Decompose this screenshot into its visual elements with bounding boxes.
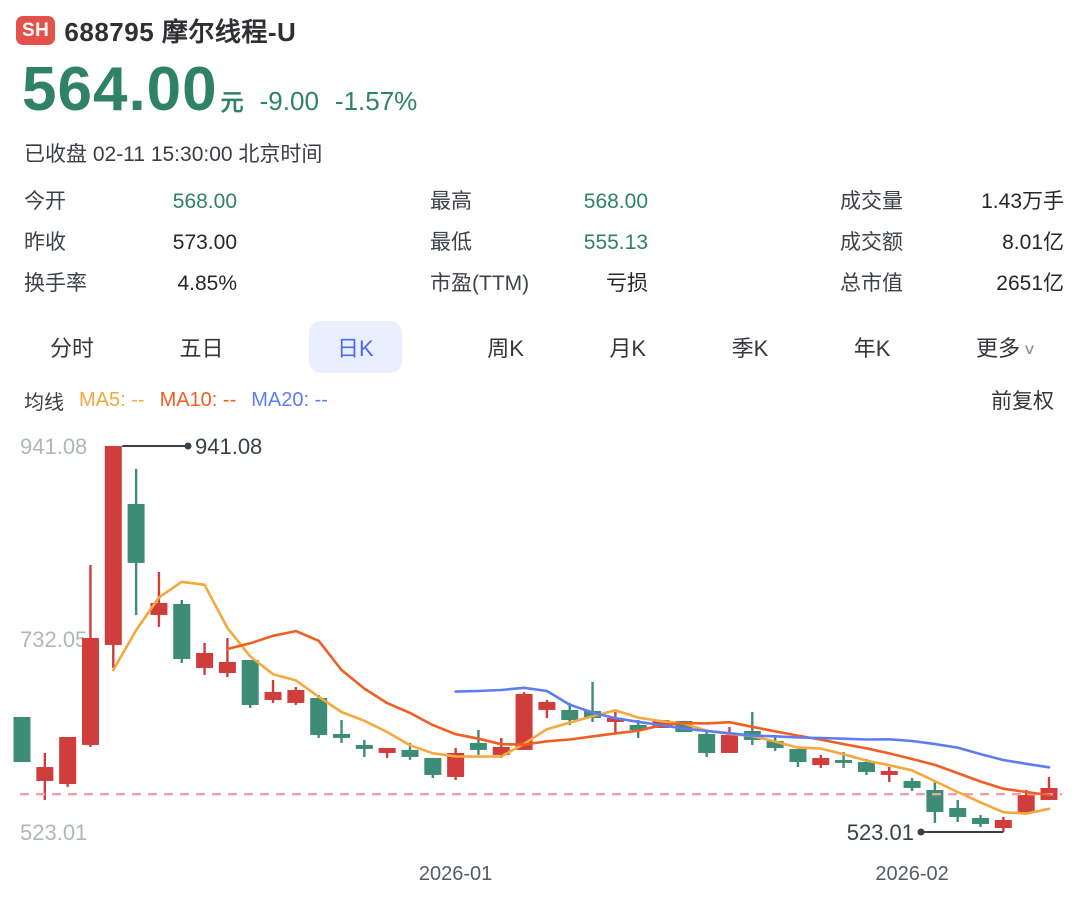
stat-label: 市盈(TTM) <box>430 272 530 295</box>
stat-row-turnover-rate: 换手率 4.85% <box>24 271 237 297</box>
ma20-legend: MA20: -- <box>251 388 328 411</box>
price-change-percent: -1.57% <box>334 86 418 116</box>
tab-weekly-k[interactable]: 周K <box>487 331 524 363</box>
svg-text:2026-01: 2026-01 <box>419 863 492 885</box>
svg-text:941.08: 941.08 <box>195 434 262 459</box>
market-status: 已收盘 02-11 15:30:00 北京时间 <box>24 143 323 166</box>
stats-col-3: 成交量 1.43万手 成交额 8.01亿 总市值 2651亿 <box>840 189 1064 297</box>
stat-label: 昨收 <box>24 231 66 254</box>
stat-value: 1.43万手 <box>981 190 1064 213</box>
kline-chart[interactable]: 941.08 732.05 523.01 941.08 523.01 2026-01 202… <box>0 430 1080 908</box>
tab-minute[interactable]: 分时 <box>50 331 94 363</box>
tab-label: 年K <box>853 336 891 361</box>
stat-value: 568.00 <box>583 190 648 213</box>
svg-text:523.01: 523.01 <box>20 820 87 845</box>
stat-row-low: 最低 555.13 <box>430 230 648 256</box>
stat-row-high: 最高 568.00 <box>430 189 648 215</box>
stat-value: 555.13 <box>583 231 648 254</box>
title-row: SH 688795 摩尔线程-U <box>16 12 1080 49</box>
exchange-badge: SH <box>16 16 56 45</box>
current-price: 564.00 <box>22 55 218 124</box>
stat-row-amount: 成交额 8.01亿 <box>840 230 1064 256</box>
tab-more[interactable]: 更多 ∨ <box>975 331 1037 363</box>
ma-legend-title: 均线 <box>24 391 64 414</box>
tab-label: 季K <box>731 336 769 361</box>
chevron-down-icon: ∨ <box>1022 340 1037 358</box>
stat-row-prev-close: 昨收 573.00 <box>24 230 237 256</box>
tab-label: 更多 <box>975 336 1020 361</box>
stats-col-2: 最高 568.00 最低 555.13 市盈(TTM) 亏损 <box>430 189 648 297</box>
stock-header: SH 688795 摩尔线程-U 564.00 元 -9.00 -1.57% 已… <box>0 12 1080 168</box>
stat-row-pe: 市盈(TTM) 亏损 <box>430 271 648 297</box>
tab-label: 周K <box>487 336 524 361</box>
stat-label: 今开 <box>24 190 66 213</box>
stat-value: 2651亿 <box>996 272 1064 295</box>
svg-text:523.01: 523.01 <box>847 820 914 845</box>
stat-label: 最高 <box>430 190 472 213</box>
svg-text:941.08: 941.08 <box>20 434 87 459</box>
tab-label: 五日 <box>179 336 224 361</box>
tab-label: 分时 <box>50 336 95 361</box>
tab-quarterly-k[interactable]: 季K <box>732 331 769 363</box>
ma5-legend: MA5: -- <box>79 388 145 411</box>
stat-value: 573.00 <box>172 231 237 254</box>
stat-value: 4.85% <box>177 272 237 295</box>
stat-value: 568.00 <box>172 190 237 213</box>
tab-label: 日K <box>337 336 374 361</box>
tab-label: 月K <box>609 336 647 361</box>
tab-five-day[interactable]: 五日 <box>180 331 224 363</box>
stat-label: 成交量 <box>840 190 903 213</box>
currency-unit: 元 <box>220 89 244 115</box>
stats-col-1: 今开 568.00 昨收 573.00 换手率 4.85% <box>24 189 237 297</box>
stat-label: 成交额 <box>840 231 903 254</box>
stat-row-market-cap: 总市值 2651亿 <box>840 271 1064 297</box>
ma-legend-row: 均线 MA5: -- MA10: -- MA20: -- 前复权 <box>0 385 1080 415</box>
svg-text:2026-02: 2026-02 <box>875 863 948 885</box>
stat-row-volume: 成交量 1.43万手 <box>840 189 1064 215</box>
price-row: 564.00 元 -9.00 -1.57% <box>22 59 1080 121</box>
tab-monthly-k[interactable]: 月K <box>609 331 646 363</box>
svg-text:732.05: 732.05 <box>20 627 87 652</box>
kline-svg[interactable]: 941.08 732.05 523.01 941.08 523.01 2026-01 202… <box>0 430 1080 903</box>
tab-daily-k[interactable]: 日K <box>309 321 402 373</box>
stats-grid: 今开 568.00 昨收 573.00 换手率 4.85% 最高 568.00 最低 55… <box>0 189 1080 301</box>
stat-label: 最低 <box>430 231 472 254</box>
stock-title: 688795 摩尔线程-U <box>64 17 297 47</box>
stat-label: 换手率 <box>24 272 87 295</box>
stat-value: 8.01亿 <box>1002 231 1064 254</box>
stat-label: 总市值 <box>840 272 903 295</box>
stat-value: 亏损 <box>606 272 648 295</box>
stat-row-open: 今开 568.00 <box>24 189 237 215</box>
adjust-mode-toggle[interactable]: 前复权 <box>991 390 1054 413</box>
period-tabs: 分时 五日 日K 周K 月K 季K 年K 更多 ∨ <box>0 321 1080 373</box>
ma10-legend: MA10: -- <box>159 388 237 411</box>
tab-yearly-k[interactable]: 年K <box>854 331 891 363</box>
price-change: -9.00 <box>259 86 319 116</box>
